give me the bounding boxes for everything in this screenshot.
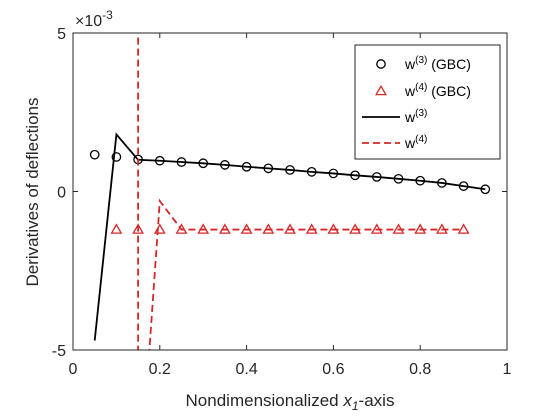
legend-item-0: w(3) (GBC) — [376, 55, 471, 72]
series-line — [93, 132, 486, 341]
legend-label: w(4) — [404, 134, 427, 151]
series-3 — [137, 33, 464, 350]
data-point — [110, 223, 123, 234]
y-tick-label: 0 — [57, 185, 66, 202]
legend-items: w(3) (GBC) w(4) (GBC) w(3) w(4) — [362, 55, 471, 151]
x-tick-label: 0 — [69, 361, 78, 378]
legend-label: w(3) — [404, 108, 427, 125]
legend-label: w(3) (GBC) — [404, 55, 471, 72]
legend-item-1: w(4) (GBC) — [375, 82, 471, 99]
legend: w(3) (GBC) w(4) (GBC) w(3) w(4) — [354, 44, 501, 160]
x-tick-label: 0.2 — [149, 361, 171, 378]
series-2 — [93, 132, 486, 341]
data-point — [132, 223, 145, 234]
y-tick-label: 5 — [57, 26, 66, 43]
x-tick-label: 1 — [503, 361, 512, 378]
x-axis-label: Nondimensionalized x1-axis — [186, 391, 395, 413]
x-tick-label: 0.6 — [322, 361, 344, 378]
axes-layer — [72, 32, 508, 351]
legend-box — [354, 44, 501, 160]
legend-marker — [376, 59, 386, 69]
data-point — [111, 152, 122, 162]
legend-label: w(4) (GBC) — [404, 82, 471, 99]
legend-item-2: w(3) — [362, 108, 427, 125]
x-tick-label: 0.8 — [409, 361, 431, 378]
legend-item-3: w(4) — [362, 134, 427, 151]
legend-marker — [375, 84, 387, 96]
y-exponent: ×10-3 — [75, 8, 113, 30]
data-point — [89, 149, 100, 160]
ticks-layer: 0 0.2 0.4 0.6 0.8 1-505 — [52, 26, 512, 378]
y-tick-label: -5 — [52, 343, 66, 360]
series-line — [137, 33, 464, 350]
series-layer — [89, 33, 491, 350]
x-tick-label: 0.4 — [235, 361, 257, 378]
data-point — [457, 223, 470, 234]
y-axis-label: Derivatives of deflections — [23, 98, 42, 287]
